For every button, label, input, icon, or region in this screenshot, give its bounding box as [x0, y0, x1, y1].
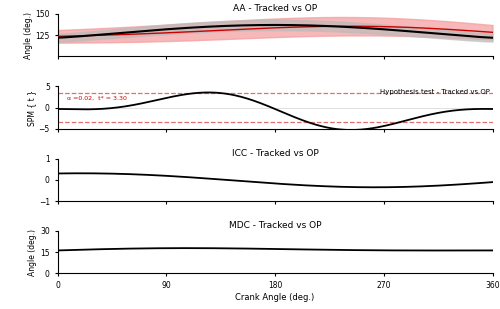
- Y-axis label: Angle (deg.): Angle (deg.): [28, 229, 38, 276]
- Y-axis label: Angle (deg.): Angle (deg.): [24, 12, 32, 59]
- Title: AA - Tracked vs OP: AA - Tracked vs OP: [233, 4, 317, 13]
- Y-axis label: SPM { t }: SPM { t }: [27, 90, 36, 125]
- Title: MDC - Tracked vs OP: MDC - Tracked vs OP: [229, 221, 321, 230]
- Title: ICC - Tracked vs OP: ICC - Tracked vs OP: [232, 149, 318, 158]
- X-axis label: Crank Angle (deg.): Crank Angle (deg.): [236, 293, 314, 302]
- Text: α =0.02,  t* = 3.30: α =0.02, t* = 3.30: [67, 96, 127, 101]
- Text: Hypothesis test - Tracked vs OP: Hypothesis test - Tracked vs OP: [380, 89, 490, 95]
